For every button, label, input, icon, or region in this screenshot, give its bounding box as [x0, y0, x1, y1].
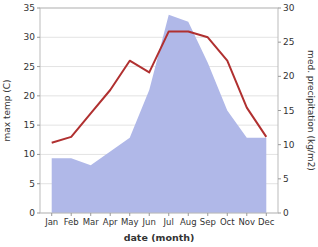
x-tick: [168, 213, 169, 216]
y-tick-label: 5: [29, 179, 35, 189]
y2-tick-label: 30: [283, 3, 295, 13]
x-tick-label: Sep: [200, 217, 216, 227]
x-tick: [129, 213, 130, 216]
x-tick-label: Apr: [103, 217, 118, 227]
x-tick: [90, 213, 91, 216]
y-tick: [37, 66, 40, 67]
y-tick-label: 25: [24, 62, 35, 72]
y-tick-label: 0: [29, 208, 35, 218]
x-tick-label: Jun: [142, 217, 156, 227]
y2-tick: [278, 8, 281, 9]
x-tick: [188, 213, 189, 216]
chart-container: 0 5 10 15 20 25 30 35 0 5 10 15 20 25 30 Jan Feb MarAprMa…: [0, 0, 318, 247]
y-tick-label: 10: [24, 149, 36, 159]
y2-tick: [278, 110, 281, 111]
y2-tick: [278, 76, 281, 77]
x-tick: [51, 213, 52, 216]
y-tick: [37, 154, 40, 155]
y-tick: [37, 125, 40, 126]
chart: 0 5 10 15 20 25 30 35 0 5 10 15 20 25 30 Jan Feb MarAprMa…: [0, 0, 318, 247]
grid-line: [40, 37, 278, 38]
x-tick: [71, 213, 72, 216]
y-axis-label: max temp (C): [2, 79, 12, 141]
x-tick: [207, 213, 208, 216]
x-tick-label: Oct: [220, 217, 235, 227]
grid: [40, 8, 278, 213]
y2-tick-label: 10: [283, 140, 295, 150]
x-tick-label: Nov: [238, 217, 255, 227]
y2-tick: [278, 144, 281, 145]
x-tick: [149, 213, 150, 216]
x-tick-label: Aug: [180, 217, 197, 227]
y-tick-label: 20: [24, 91, 36, 101]
plot-area: [52, 15, 267, 213]
y2-tick-label: 25: [283, 37, 294, 47]
x-tick: [246, 213, 247, 216]
y-tick: [37, 37, 40, 38]
y2-axis-label: med. precipitation (kg/m2): [306, 50, 316, 171]
y-tick: [37, 213, 40, 214]
y-tick-label: 15: [24, 120, 35, 130]
x-tick-label: Dec: [258, 217, 275, 227]
plot-frame: [40, 8, 278, 213]
y2-tick: [278, 42, 281, 43]
y-tick-label: 30: [24, 32, 36, 42]
x-tick-label: Mar: [83, 217, 100, 227]
x-tick-label: Feb: [64, 217, 79, 227]
axes: 0 5 10 15 20 25 30 35 0 5 10 15 20 25 30 Jan Feb MarAprMa…: [2, 3, 316, 243]
y2-tick-label: 0: [283, 208, 289, 218]
x-tick-label: Jul: [163, 217, 174, 227]
x-tick: [227, 213, 228, 216]
x-tick: [110, 213, 111, 216]
y2-tick-label: 15: [283, 106, 294, 116]
y2-tick: [278, 213, 281, 214]
x-tick: [266, 213, 267, 216]
y-tick-label: 35: [24, 3, 35, 13]
x-tick-label: May: [121, 217, 139, 227]
y2-tick-label: 5: [283, 174, 289, 184]
y2-tick-label: 20: [283, 71, 295, 81]
precip-area: [52, 15, 267, 213]
y-tick: [37, 8, 40, 9]
y2-tick: [278, 178, 281, 179]
y-tick: [37, 183, 40, 184]
temp-line: [52, 31, 267, 142]
y-tick: [37, 95, 40, 96]
x-tick-label: Jan: [44, 217, 58, 227]
x-axis-label: date (month): [124, 232, 195, 243]
